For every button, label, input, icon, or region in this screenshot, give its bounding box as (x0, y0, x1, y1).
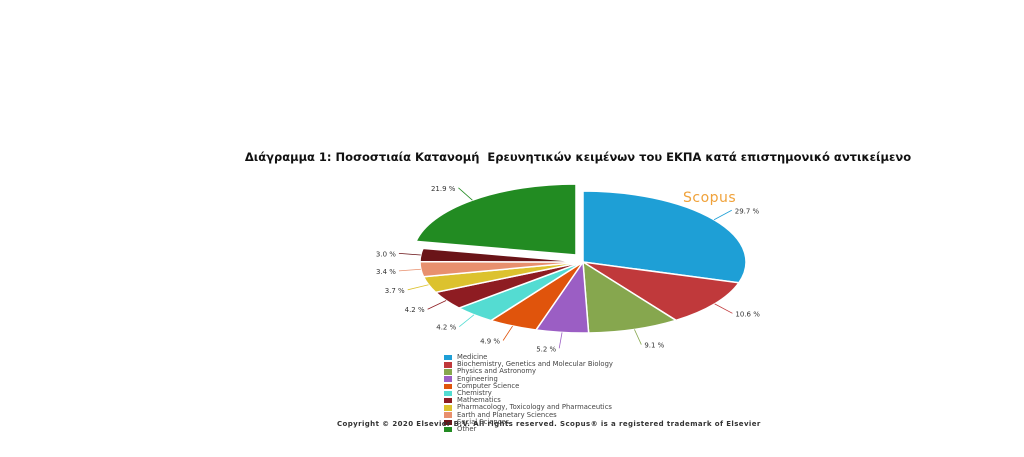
legend-item-pharmacology-toxicology-and-pharmaceutics: Pharmacology, Toxicology and Pharmaceuti… (444, 404, 613, 411)
leader-line-earth-and-planetary-sciences (398, 268, 421, 272)
pie-slice-medicine (582, 190, 747, 284)
legend-item-mathematics: Mathematics (444, 397, 613, 404)
slice-label-biochemistry-genetics-and-molecular-biology: 10.6 % (735, 310, 760, 318)
legend-item-biochemistry-genetics-and-molecular-biology: Biochemistry, Genetics and Molecular Bio… (444, 361, 613, 368)
legend-label: Medicine (457, 353, 488, 362)
legend-swatch (444, 390, 452, 397)
chart-caption: Διάγραμμα 1: Ποσοστιαία Κατανομή Ερευνητ… (244, 150, 912, 164)
pie-slice-biochemistry-genetics-and-molecular-biology (582, 261, 741, 322)
slice-label-medicine: 29.7 % (735, 207, 760, 215)
leader-line-mathematics (427, 300, 447, 310)
legend-swatch (444, 405, 452, 411)
legend-item-other: Other (444, 424, 613, 433)
leader-line-biochemistry-genetics-and-molecular-biology (714, 303, 733, 314)
slice-label-earth-and-planetary-sciences: 3.4 % (376, 268, 396, 276)
legend-item-engineering: Engineering (444, 374, 613, 383)
legend-label: Chemistry (457, 389, 492, 398)
legend-swatch (444, 354, 452, 361)
legend-label: Other (457, 424, 477, 433)
slice-label-mathematics: 4.2 % (405, 306, 425, 314)
legend-label: Earth and Planetary Sciences (457, 410, 557, 419)
scopus-brand-label: Scopus (683, 190, 737, 206)
leader-line-physics-and-astronomy (634, 329, 642, 345)
legend-item-physics-and-astronomy: Physics and Astronomy (444, 368, 613, 375)
legend-swatch (444, 419, 452, 426)
slice-label-chemistry: 4.2 % (436, 324, 456, 332)
legend-swatch (444, 397, 452, 404)
legend-swatch (444, 376, 452, 382)
legend-item-social-sciences: Social Sciences (444, 417, 613, 426)
leader-line-computer-science (502, 325, 513, 341)
leader-line-other (458, 187, 473, 201)
leader-line-pharmacology-toxicology-and-pharmaceutics (407, 284, 429, 291)
slice-label-other: 21.9 % (431, 185, 456, 193)
leader-line-chemistry (459, 314, 475, 327)
legend-swatch (444, 369, 452, 375)
legend-swatch (444, 412, 452, 418)
leader-line-social-sciences (398, 252, 421, 256)
legend-label: Engineering (457, 374, 498, 383)
slice-label-engineering: 5.2 % (536, 345, 556, 353)
legend-label: Mathematics (457, 396, 501, 405)
chart-legend: Medicine Biochemistry, Genetics and Molec… (444, 354, 613, 433)
legend-label: Computer Science (457, 381, 520, 390)
leader-line-medicine (713, 209, 732, 221)
slice-label-social-sciences: 3.0 % (376, 250, 396, 258)
legend-swatch (444, 383, 452, 390)
legend-label: Pharmacology, Toxicology and Pharmaceuti… (457, 403, 612, 412)
copyright-notice: Copyright © 2020 Elsevier B.V. All right… (337, 420, 761, 428)
legend-item-earth-and-planetary-sciences: Earth and Planetary Sciences (444, 410, 613, 419)
legend-label: Biochemistry, Genetics and Molecular Bio… (457, 360, 613, 369)
legend-item-chemistry: Chemistry (444, 390, 613, 397)
legend-label: Physics and Astronomy (457, 367, 537, 376)
leader-line-engineering (558, 332, 563, 349)
legend-item-computer-science: Computer Science (444, 381, 613, 390)
legend-swatch (444, 426, 452, 433)
slice-label-computer-science: 4.9 % (480, 337, 500, 345)
slice-label-physics-and-astronomy: 9.1 % (644, 342, 664, 350)
legend-swatch (444, 362, 452, 368)
legend-label: Social Sciences (457, 417, 510, 426)
legend-item-medicine: Medicine (444, 354, 613, 361)
pie-slice-social-sciences (419, 247, 584, 263)
pie-slice-physics-and-astronomy (582, 260, 678, 334)
slice-label-pharmacology-toxicology-and-pharmaceutics: 3.7 % (385, 287, 405, 295)
pie-slice-other (414, 183, 577, 256)
